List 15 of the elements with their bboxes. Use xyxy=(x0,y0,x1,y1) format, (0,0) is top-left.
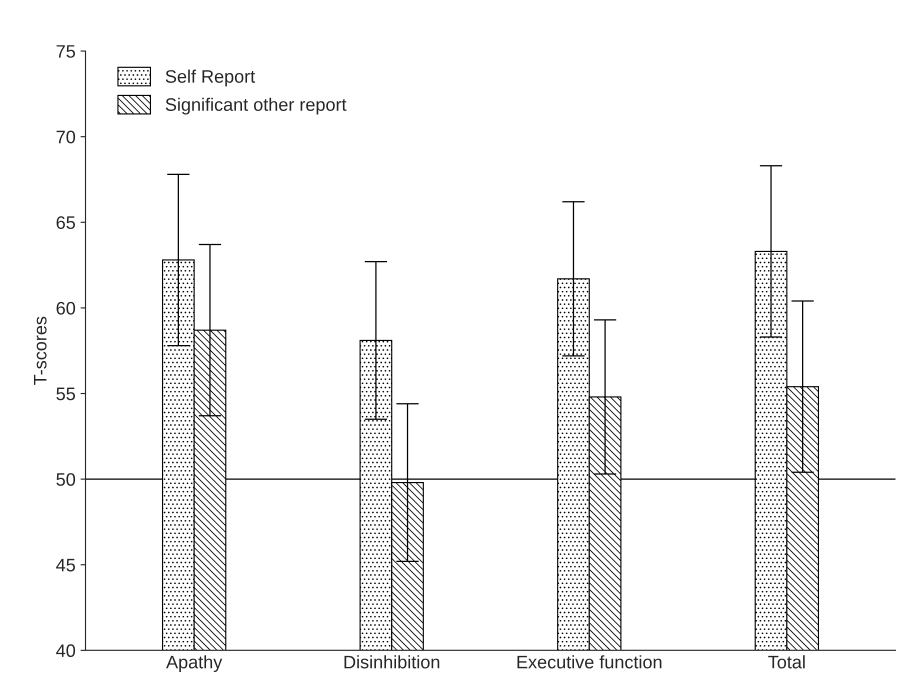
y-tick-label: 45 xyxy=(56,558,76,572)
x-tick-label: Disinhibition xyxy=(344,655,440,668)
legend-label: Significant other report xyxy=(166,98,346,115)
y-tick-label: 65 xyxy=(56,216,76,230)
x-tick-label: Executive function xyxy=(518,655,662,668)
x-tick-label: Total xyxy=(768,655,805,668)
y-tick-label: 75 xyxy=(56,45,76,58)
x-tick-label: Apathy xyxy=(166,655,222,672)
y-tick-label: 55 xyxy=(56,388,76,400)
y-tick-label: 60 xyxy=(56,302,76,315)
y-tick-label: 50 xyxy=(56,473,76,486)
y-axis-title: T-scores xyxy=(34,316,47,385)
y-tick-label: 70 xyxy=(56,130,76,144)
y-tick-label: 40 xyxy=(56,644,76,658)
legend-label: Self Report xyxy=(166,70,256,86)
